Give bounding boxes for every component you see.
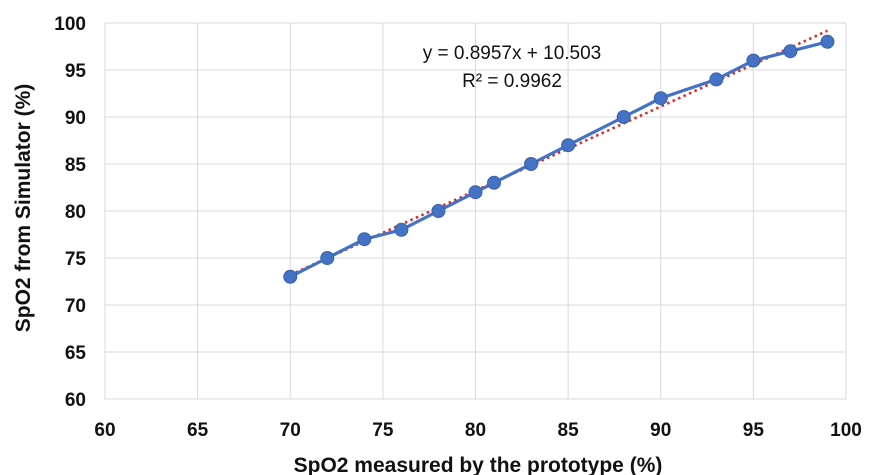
y-tick-label: 80 [65, 202, 86, 223]
y-tick-label: 60 [65, 390, 86, 411]
x-tick-label: 100 [830, 420, 862, 441]
data-point [524, 157, 539, 171]
x-tick-labels: 60 65 70 75 80 85 90 95 100 [94, 420, 861, 441]
data-point [709, 72, 724, 87]
data-point [561, 138, 576, 153]
data-point [394, 222, 409, 237]
x-tick-label: 95 [743, 420, 765, 441]
data-point [283, 269, 298, 284]
x-axis-title: SpO2 measured by the prototype (%) [294, 454, 663, 475]
plot-area-frame [104, 22, 847, 400]
x-tick-label: 60 [94, 420, 115, 441]
series-group [283, 34, 835, 284]
trendline-equation: y = 0.8957x + 10.503 [423, 43, 602, 64]
y-tick-label: 100 [54, 14, 86, 35]
r-squared-label: R² = 0.9962 [462, 71, 562, 92]
y-axis-title: SpO2 from Simulator (%) [12, 84, 35, 333]
plot-border [104, 22, 847, 400]
data-point [357, 232, 372, 247]
data-point [616, 110, 631, 124]
y-tick-labels: 60 65 70 75 80 85 90 95 100 [54, 14, 86, 411]
y-tick-label: 90 [65, 108, 86, 129]
data-point [653, 91, 668, 106]
y-tick-label: 65 [65, 343, 87, 364]
data-point [820, 34, 835, 49]
data-point [783, 44, 798, 59]
y-tick-label: 75 [65, 249, 87, 270]
y-tick-label: 85 [65, 155, 87, 176]
data-point [746, 53, 761, 68]
x-tick-label: 85 [558, 420, 580, 441]
x-tick-label: 75 [372, 420, 394, 441]
x-tick-label: 80 [465, 420, 486, 441]
y-tick-label: 95 [65, 61, 87, 82]
data-point [468, 185, 483, 200]
x-tick-label: 65 [187, 420, 209, 441]
data-point [487, 175, 502, 190]
y-tick-label: 70 [65, 296, 86, 317]
data-point [431, 204, 446, 218]
data-point [320, 251, 335, 265]
x-tick-label: 90 [650, 420, 671, 441]
x-tick-label: 70 [280, 420, 301, 441]
